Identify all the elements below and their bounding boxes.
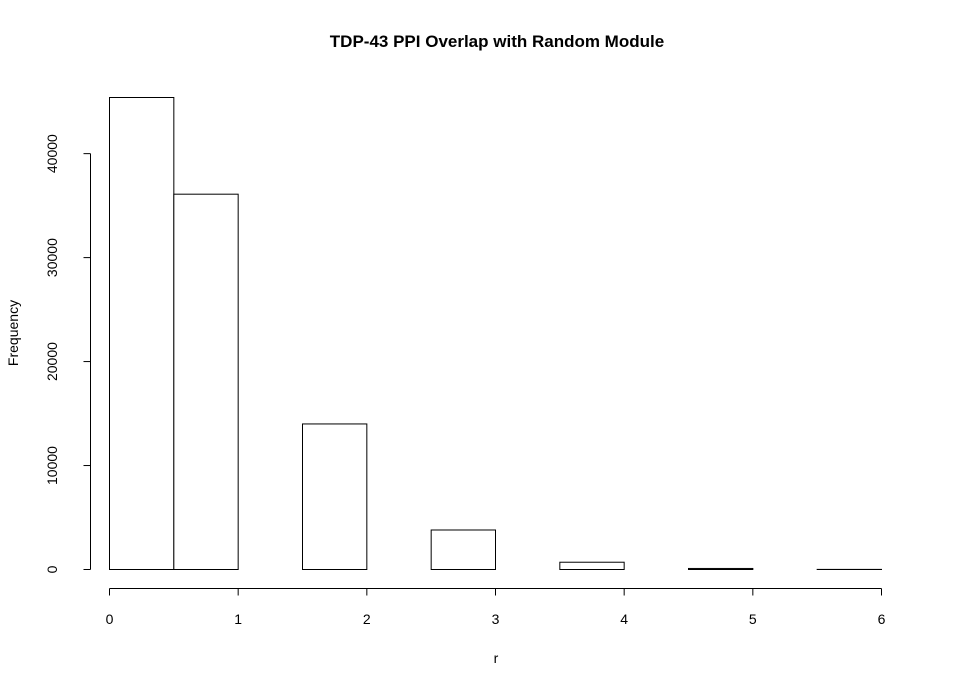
y-tick-label: 10000: [44, 446, 60, 485]
x-tick-label: 2: [363, 611, 371, 627]
x-tick-label: 6: [878, 611, 886, 627]
y-tick-label: 0: [44, 565, 60, 573]
x-tick-label: 0: [106, 611, 114, 627]
y-tick-label: 20000: [44, 342, 60, 381]
x-tick-label: 3: [492, 611, 500, 627]
y-tick-label: 30000: [44, 238, 60, 277]
histogram-bar: [302, 423, 368, 570]
histogram-bar: [430, 529, 496, 571]
x-tick-label: 1: [234, 611, 242, 627]
y-axis-label: Frequency: [5, 300, 21, 366]
histogram-bar: [109, 97, 175, 570]
histogram-bar: [559, 561, 625, 571]
bars-group: [109, 97, 883, 571]
x-axis-label: r: [494, 650, 499, 666]
histogram-bar: [173, 193, 239, 570]
x-tick-label: 4: [620, 611, 628, 627]
y-tick-label: 40000: [44, 134, 60, 173]
histogram-bar: [688, 567, 754, 570]
x-axis: 0 1 2 3 4 5 6: [106, 588, 886, 627]
chart-title: TDP-43 PPI Overlap with Random Module: [330, 32, 664, 51]
y-axis: 0 10000 20000 30000 40000: [44, 134, 91, 573]
x-tick-label: 5: [749, 611, 757, 627]
